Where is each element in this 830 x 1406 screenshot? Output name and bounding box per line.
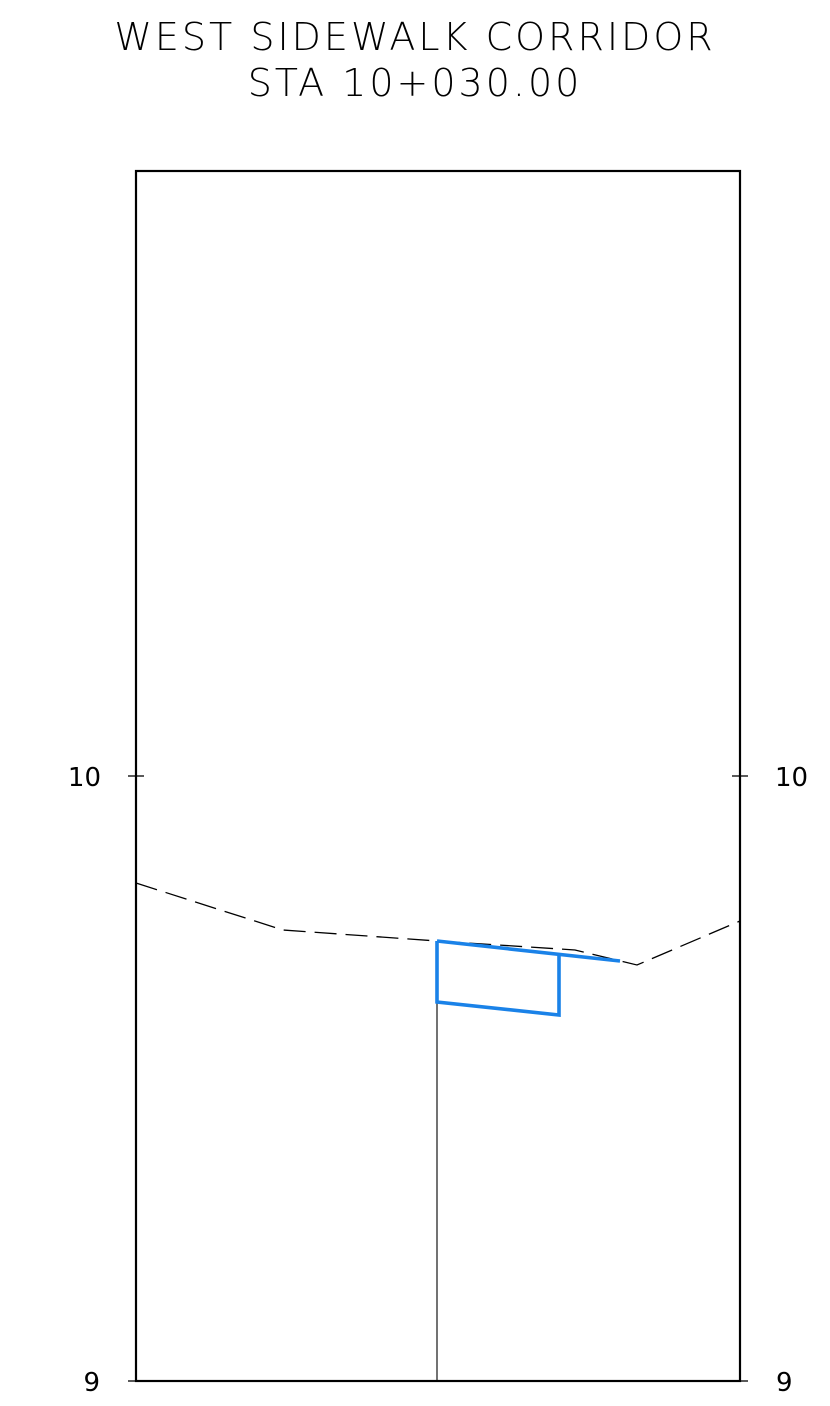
section-frame bbox=[134, 169, 742, 1383]
station-label: STA 10+030.00 bbox=[247, 61, 583, 105]
left-elevation-label-10: 10 bbox=[68, 763, 101, 793]
sidewalk-surface bbox=[436, 939, 621, 963]
section-title: WEST SIDEWALK CORRIDOR bbox=[114, 15, 716, 59]
existing-ground-line bbox=[135, 882, 741, 966]
right-elevation-label-10: 10 bbox=[775, 763, 808, 793]
right-elevation-label-9: 9 bbox=[776, 1368, 793, 1398]
sidewalk-section bbox=[435, 941, 561, 1018]
section-title-block: WEST SIDEWALK CORRIDOR STA 10+030.00 bbox=[0, 14, 830, 106]
left-elevation-label-9: 9 bbox=[83, 1368, 100, 1398]
